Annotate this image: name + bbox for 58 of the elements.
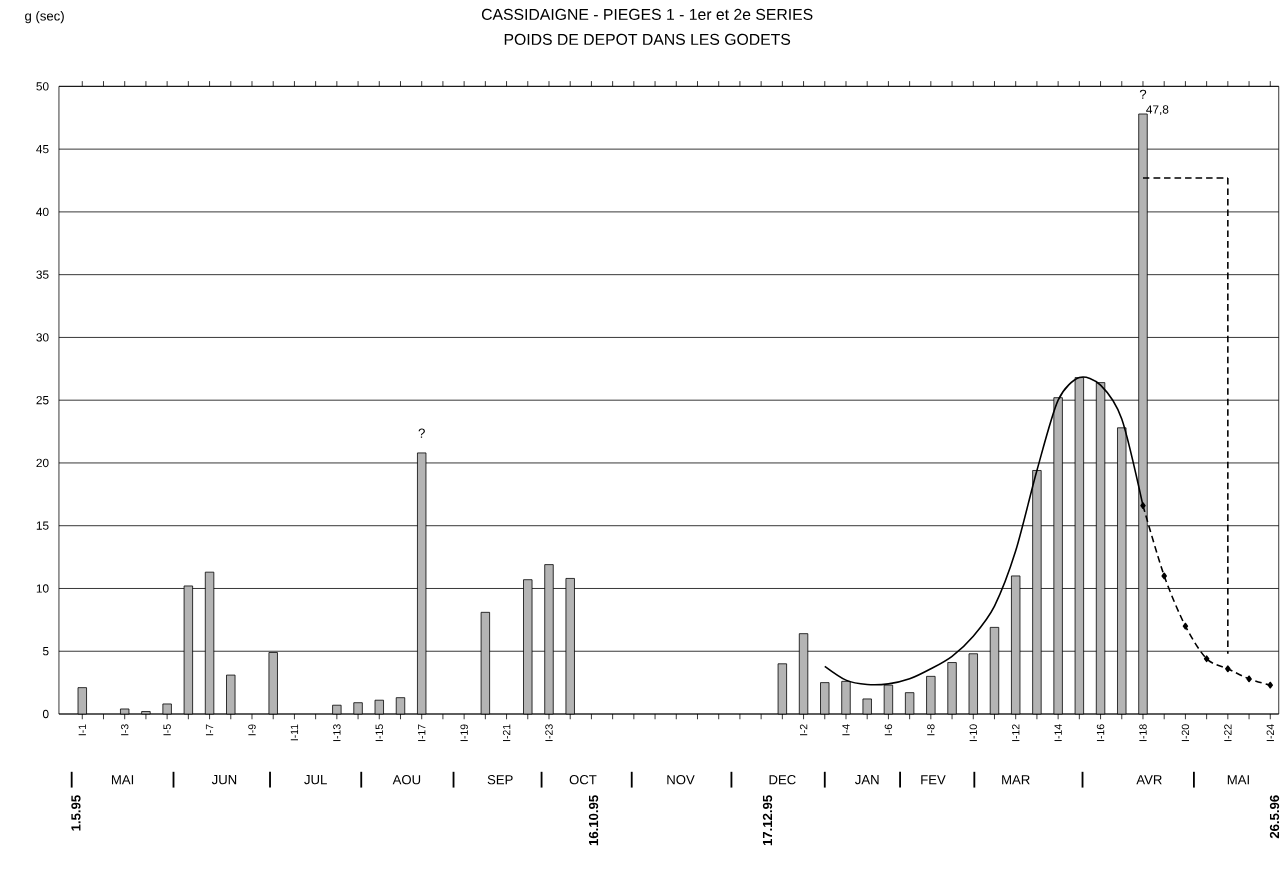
annotation: ?: [1139, 89, 1147, 100]
text: AOU: [392, 775, 421, 785]
text: AVR: [1136, 775, 1162, 785]
text: NOV: [667, 775, 695, 785]
x-tick-label: I-24: [1266, 724, 1274, 742]
y-tick-label: 5: [42, 647, 49, 656]
x-tick-label: I-14: [1054, 724, 1062, 742]
text: 26.5.96: [1269, 795, 1280, 839]
x-tick-label: I-4: [842, 724, 850, 736]
text: 1.5.95: [71, 795, 81, 831]
x-tick-label: I-23: [545, 724, 553, 742]
y-tick-label: 35: [36, 270, 49, 280]
x-tick-label: I-22: [1224, 724, 1232, 742]
data-label: 47,8: [1146, 105, 1169, 116]
x-tick-label: I-21: [502, 724, 511, 742]
x-tick-label: I-15: [375, 724, 383, 742]
chart-title: CASSIDAIGNE - PIEGES 1 - 1er et 2e SERIES: [481, 9, 813, 21]
x-tick-label: I-6: [884, 724, 893, 736]
text: DEC: [769, 775, 796, 785]
x-tick-label: I-7: [205, 724, 214, 736]
y-tick-label: 0: [42, 710, 49, 719]
text: JAN: [855, 775, 879, 785]
x-tick-label: I-10: [969, 724, 977, 742]
text: JUN: [211, 775, 237, 785]
x-tick-label: I-20: [1181, 724, 1190, 742]
y-tick-label: 45: [36, 145, 49, 154]
x-tick-label: I-9: [248, 724, 256, 736]
x-tick-label: I-19: [460, 724, 468, 742]
x-tick-label: I-16: [1096, 724, 1105, 742]
y-tick-label: 40: [36, 207, 49, 217]
annotation: ?: [418, 428, 425, 438]
chart-subtitle: POIDS DE DEPOT DANS LES GODETS: [504, 34, 791, 46]
x-tick-label: I-12: [1012, 724, 1020, 742]
text: SEP: [487, 775, 513, 785]
text: 17.12.95: [762, 795, 773, 846]
y-tick-label: 10: [36, 584, 49, 593]
y-tick-label: 30: [36, 333, 49, 342]
y-tick-label: 20: [36, 458, 49, 468]
x-tick-label: I-11: [290, 724, 299, 741]
x-tick-label: I-2: [799, 724, 808, 736]
text: MAI: [111, 775, 134, 785]
text: OCT: [569, 775, 597, 785]
x-tick-label: I-1: [78, 724, 86, 736]
x-tick-label: I-3: [120, 724, 129, 736]
x-tick-label: I-17: [418, 724, 426, 742]
text: FEV: [921, 775, 946, 785]
x-tick-label: I-18: [1139, 724, 1147, 742]
x-tick-label: I-8: [927, 724, 935, 736]
y-tick-label: 50: [36, 82, 49, 91]
text: MAI: [1227, 775, 1249, 785]
x-tick-label: I-13: [333, 724, 341, 742]
y-axis-title: g (sec): [25, 11, 64, 24]
text: JUL: [304, 775, 327, 785]
text: 16.10.95: [588, 795, 599, 846]
text: MAR: [1002, 775, 1030, 785]
x-tick-label: I-5: [163, 724, 171, 736]
y-tick-label: 15: [36, 521, 49, 531]
y-tick-label: 25: [36, 396, 49, 405]
